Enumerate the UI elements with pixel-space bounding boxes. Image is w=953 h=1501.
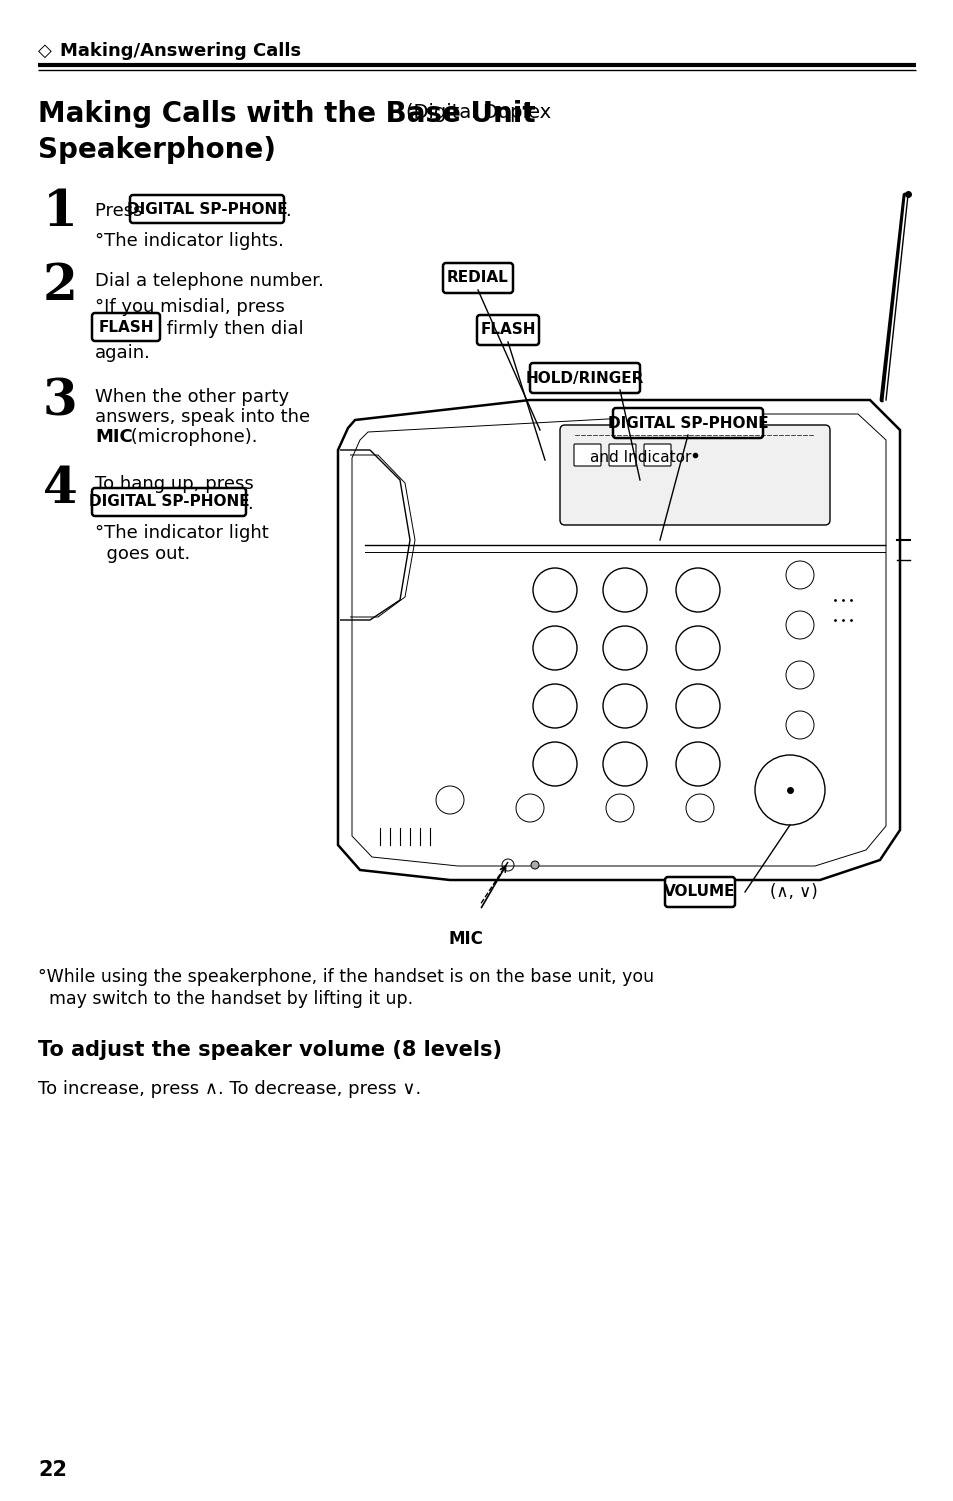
Text: (microphone).: (microphone). — [125, 428, 257, 446]
FancyBboxPatch shape — [530, 363, 639, 393]
Text: To hang up, press: To hang up, press — [95, 474, 253, 492]
Text: MIC: MIC — [448, 931, 483, 949]
Text: °The indicator light: °The indicator light — [95, 524, 269, 542]
Text: Making/Answering Calls: Making/Answering Calls — [60, 42, 301, 60]
Text: .: . — [285, 203, 291, 221]
Circle shape — [531, 862, 538, 869]
Text: DIGITAL SP-PHONE: DIGITAL SP-PHONE — [127, 201, 287, 216]
Text: To adjust the speaker volume (8 levels): To adjust the speaker volume (8 levels) — [38, 1040, 501, 1060]
Text: 22: 22 — [38, 1460, 67, 1480]
FancyBboxPatch shape — [613, 408, 762, 438]
Text: DIGITAL SP-PHONE: DIGITAL SP-PHONE — [607, 416, 767, 431]
FancyBboxPatch shape — [442, 263, 513, 293]
FancyBboxPatch shape — [643, 444, 670, 465]
FancyBboxPatch shape — [91, 314, 160, 341]
Text: Dial a telephone number.: Dial a telephone number. — [95, 272, 323, 290]
Text: (Digital Duplex: (Digital Duplex — [406, 104, 551, 122]
Text: firmly then dial: firmly then dial — [161, 320, 303, 338]
Text: 1: 1 — [43, 188, 78, 237]
FancyBboxPatch shape — [574, 444, 600, 465]
Text: VOLUME: VOLUME — [663, 884, 735, 899]
FancyBboxPatch shape — [664, 877, 734, 907]
Text: HOLD/RINGER: HOLD/RINGER — [525, 371, 643, 386]
FancyBboxPatch shape — [91, 488, 246, 516]
Text: Press: Press — [95, 203, 148, 221]
Text: 2: 2 — [43, 263, 78, 311]
Text: DIGITAL SP-PHONE: DIGITAL SP-PHONE — [89, 494, 249, 509]
Text: and Indicator: and Indicator — [589, 450, 691, 465]
Text: When the other party: When the other party — [95, 387, 289, 405]
Text: may switch to the handset by lifting it up.: may switch to the handset by lifting it … — [38, 991, 413, 1009]
Text: ◇: ◇ — [38, 42, 51, 60]
Text: FLASH: FLASH — [98, 320, 153, 335]
Text: again.: again. — [95, 344, 151, 362]
Text: °The indicator lights.: °The indicator lights. — [95, 233, 284, 251]
Text: .: . — [247, 495, 253, 513]
Text: 3: 3 — [43, 378, 77, 426]
Text: (∧, ∨): (∧, ∨) — [769, 883, 817, 901]
Text: °While using the speakerphone, if the handset is on the base unit, you: °While using the speakerphone, if the ha… — [38, 968, 654, 986]
Text: FLASH: FLASH — [479, 323, 536, 338]
FancyBboxPatch shape — [130, 195, 284, 224]
FancyBboxPatch shape — [559, 425, 829, 525]
Text: MIC: MIC — [95, 428, 132, 446]
Text: REDIAL: REDIAL — [447, 270, 508, 285]
Text: Speakerphone): Speakerphone) — [38, 137, 275, 164]
Text: To increase, press ∧. To decrease, press ∨.: To increase, press ∧. To decrease, press… — [38, 1081, 421, 1099]
FancyBboxPatch shape — [608, 444, 636, 465]
Text: Making Calls with the Base Unit: Making Calls with the Base Unit — [38, 101, 545, 128]
FancyBboxPatch shape — [476, 315, 538, 345]
Text: 4: 4 — [43, 465, 77, 513]
Text: goes out.: goes out. — [95, 545, 190, 563]
Text: °If you misdial, press: °If you misdial, press — [95, 299, 285, 317]
Text: answers, speak into the: answers, speak into the — [95, 408, 310, 426]
